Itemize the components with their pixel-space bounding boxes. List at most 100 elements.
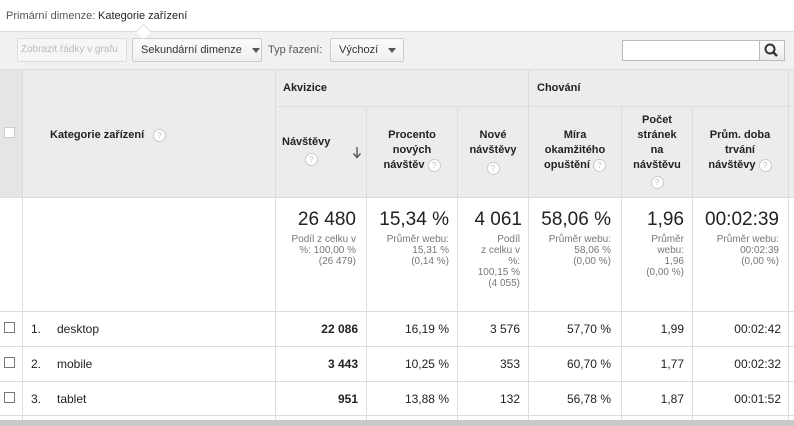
row-index: 2.	[31, 357, 42, 371]
group-behavior: Chování	[537, 82, 581, 94]
dimension-header-label: Kategorie zařízení	[50, 129, 145, 141]
total-value: 4 061	[474, 209, 522, 230]
row-checkbox[interactable]	[4, 322, 15, 333]
help-icon[interactable]: ?	[650, 175, 664, 189]
column-header-label: Návštěvy	[282, 136, 331, 148]
total-note: (4 055)	[488, 278, 520, 289]
column-header-label: okamžitého	[544, 144, 606, 156]
total-note: (0,14 %)	[411, 256, 449, 267]
report-table: Akvizice Chování Kategorie zařízení ? Ná…	[0, 69, 794, 420]
divider	[366, 106, 367, 420]
total-note: (0,00 %)	[573, 256, 611, 267]
cell-pages-per-visit: 1,77	[660, 357, 684, 371]
column-header-avg-visit-duration[interactable]: Prům. doba trvání návštěvy ?	[693, 128, 787, 173]
divider	[692, 106, 693, 420]
column-header-pages-per-visit[interactable]: Počet stránek na návštěvu ?	[622, 113, 692, 190]
total-description: Průměr webu: 15,31 % (0,14 %)	[367, 234, 449, 267]
secondary-dimension-dropdown[interactable]: Sekundární dimenze	[132, 38, 262, 62]
column-header-label: stránek	[637, 129, 677, 141]
cell-visits: 3 443	[327, 357, 358, 371]
primary-dimension-label: Primární dimenze:	[6, 10, 96, 22]
total-value: 58,06 %	[541, 209, 611, 230]
total-description: Průměr webu: 00:02:39 (0,00 %)	[693, 234, 779, 267]
secondary-dimension-label: Sekundární dimenze	[141, 44, 242, 56]
primary-dimension-value[interactable]: Kategorie zařízení	[98, 10, 188, 22]
totals-row	[0, 197, 794, 311]
column-header-label: Procento	[388, 129, 436, 141]
cell-pages-per-visit: 1,99	[660, 322, 684, 336]
total-note: (0,00 %)	[646, 267, 684, 278]
divider	[276, 106, 794, 107]
row-checkbox[interactable]	[4, 392, 15, 403]
total-note: Podíl	[497, 234, 520, 245]
total-note: Podíl z celku v	[291, 234, 356, 245]
help-icon[interactable]: ?	[427, 158, 441, 172]
cell-bounce-rate: 57,70 %	[566, 322, 611, 336]
cell-new-visits-percent: 16,19 %	[404, 322, 449, 336]
column-header-visits[interactable]: Návštěvy ?	[282, 135, 342, 167]
sort-type-value: Výchozí	[339, 44, 379, 56]
column-header-label: návštěv	[383, 159, 425, 171]
total-note: z celku v	[481, 245, 520, 256]
search-button[interactable]	[759, 40, 785, 61]
divider	[0, 381, 794, 382]
divider	[0, 415, 794, 416]
select-all-checkbox[interactable]	[4, 127, 15, 138]
sort-descending-icon[interactable]	[352, 147, 362, 159]
chevron-down-icon	[388, 47, 397, 53]
dimension-column-header[interactable]: Kategorie zařízení ?	[50, 128, 167, 143]
total-description: Podíl z celku v %: 100,15 % (4 055)	[458, 234, 520, 289]
divider	[528, 69, 529, 420]
cell-bounce-rate: 60,70 %	[566, 357, 611, 371]
cell-visits: 22 086	[321, 322, 358, 336]
column-header-label: na	[650, 144, 664, 156]
column-header-label: trvání	[725, 144, 755, 156]
help-icon[interactable]: ?	[153, 128, 167, 142]
column-header-new-visits-percent[interactable]: Procento nových návštěv ?	[367, 128, 457, 173]
row-dimension-link[interactable]: desktop	[57, 322, 100, 336]
total-note: 00:02:39	[740, 245, 779, 256]
total-note: (0,00 %)	[741, 256, 779, 267]
total-note: webu:	[657, 245, 684, 256]
plot-rows-button[interactable]: Zobrazit řádky v grafu	[17, 38, 127, 62]
help-icon[interactable]: ?	[592, 158, 606, 172]
sort-type-dropdown[interactable]: Výchozí	[330, 38, 404, 62]
column-header-label: nových	[392, 144, 432, 156]
total-note: 1,96	[664, 256, 684, 267]
total-note: Průměr	[651, 234, 684, 245]
cell-new-visits-percent: 10,25 %	[404, 357, 449, 371]
total-note: %:	[508, 256, 520, 267]
divider	[0, 197, 794, 198]
table-header	[0, 69, 794, 197]
divider	[621, 106, 622, 420]
table-search-input[interactable]	[622, 40, 760, 61]
help-icon[interactable]: ?	[305, 152, 318, 166]
total-note: Průměr webu:	[716, 234, 779, 245]
total-note: 58,06 %	[574, 245, 611, 256]
total-description: Průměr webu: 1,96 (0,00 %)	[622, 234, 684, 278]
cell-avg-duration: 00:01:52	[734, 392, 781, 406]
cell-visits: 951	[337, 392, 358, 406]
help-icon[interactable]: ?	[486, 161, 500, 175]
help-icon[interactable]: ?	[758, 158, 772, 172]
column-header-bounce-rate[interactable]: Míra okamžitého opuštění ?	[529, 128, 621, 173]
total-description: Průměr webu: 58,06 % (0,00 %)	[529, 234, 611, 267]
total-note: Průměr webu:	[386, 234, 449, 245]
divider	[788, 69, 789, 420]
cell-bounce-rate: 56,78 %	[566, 392, 611, 406]
table-toolbar: Zobrazit řádky v grafu Sekundární dimenz…	[0, 31, 794, 70]
group-acquisition: Akvizice	[283, 82, 328, 94]
horizontal-scrollbar[interactable]	[0, 420, 794, 426]
total-value: 26 480	[297, 209, 356, 230]
row-dimension-link[interactable]: mobile	[57, 357, 93, 371]
column-header-new-visits[interactable]: Nové návštěvy ?	[458, 128, 528, 176]
row-checkbox[interactable]	[4, 357, 15, 368]
total-description: Podíl z celku v %: 100,00 % (26 479)	[276, 234, 356, 267]
cell-new-visits: 353	[499, 357, 520, 371]
divider	[22, 69, 23, 420]
chevron-down-icon	[251, 47, 260, 53]
primary-dimension-bar: Primární dimenze: Kategorie zařízení	[0, 0, 794, 31]
row-dimension-link[interactable]: tablet	[57, 392, 87, 406]
row-index: 1.	[31, 322, 42, 336]
cell-new-visits: 132	[499, 392, 520, 406]
